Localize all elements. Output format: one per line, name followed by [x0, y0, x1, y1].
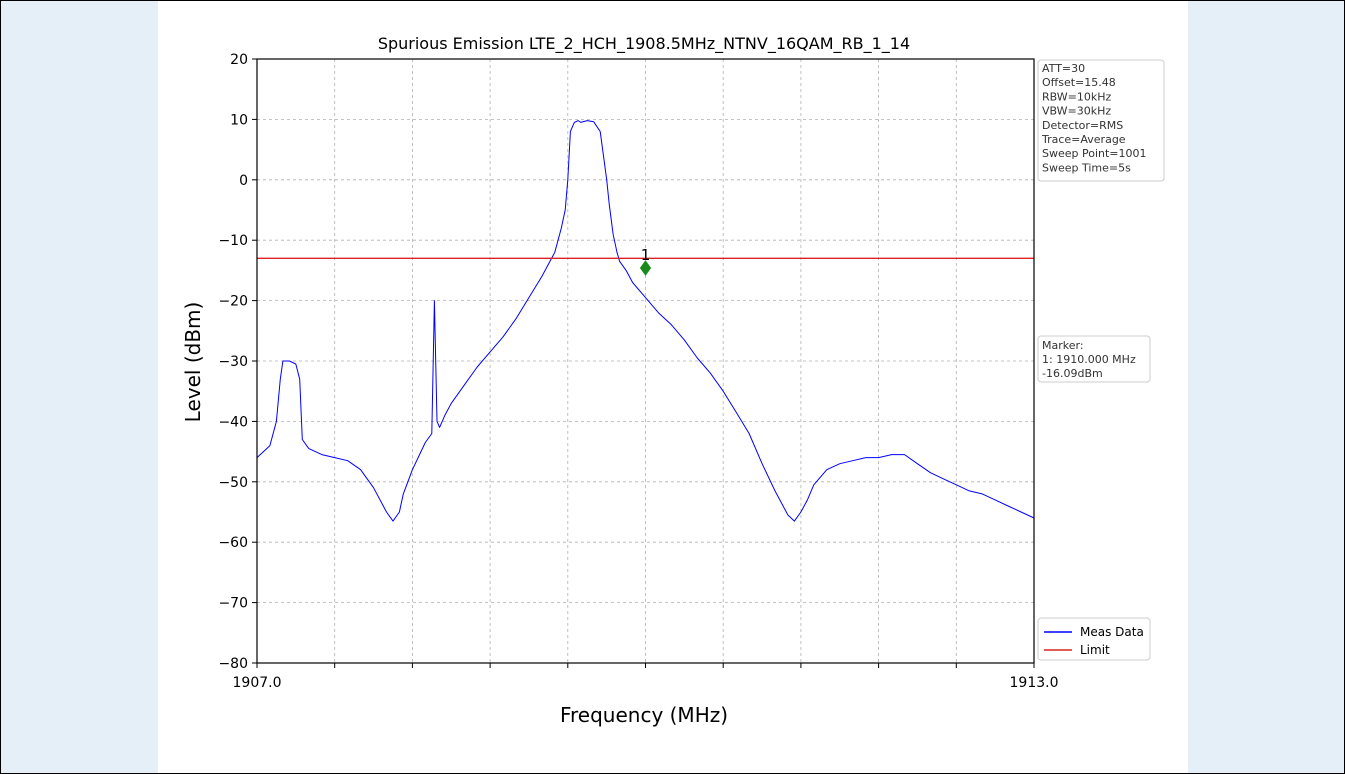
y-tick-label: 10: [230, 112, 248, 128]
x-axis-label: Frequency (MHz): [560, 703, 728, 727]
settings-line: Offset=15.48: [1042, 76, 1116, 89]
marker-label: 1: [641, 246, 651, 264]
grid-layer: [257, 59, 1034, 663]
axes-layer: 20 10 0 −10 −20 −30 −40 −50 −60 −70 −80 1907.0 1913.…: [218, 52, 1058, 691]
marker-point: [639, 260, 652, 276]
settings-line: RBW=10kHz: [1042, 90, 1112, 103]
settings-line: Sweep Point=1001: [1042, 147, 1147, 160]
x-tick-label: 1907.0: [233, 675, 282, 691]
y-tick-label: −10: [218, 233, 248, 249]
chart-title: Spurious Emission LTE_2_HCH_1908.5MHz_NT…: [378, 34, 910, 54]
y-tick-label: −50: [218, 475, 248, 491]
legend: Meas Data Limit: [1037, 617, 1151, 661]
y-tick-label: −70: [218, 596, 248, 612]
marker-info-line: -16.09dBm: [1042, 367, 1103, 380]
series-layer: 1: [256, 120, 1035, 522]
marker-info-line: 1: 1910.000 MHz: [1042, 353, 1136, 366]
plot-frame: [256, 58, 1035, 664]
y-tick-label: −40: [218, 414, 248, 430]
settings-line: ATT=30: [1042, 62, 1085, 75]
marker-info-line: Marker:: [1042, 339, 1084, 352]
legend-label: Meas Data: [1080, 625, 1144, 639]
y-axis-label: Level (dBm): [181, 302, 205, 423]
marker-box: Marker:1: 1910.000 MHz -16.09dBm: [1037, 335, 1151, 383]
settings-line: Trace=Average: [1041, 133, 1126, 146]
settings-line: Detector=RMS: [1042, 119, 1123, 132]
y-tick-label: −30: [218, 354, 248, 370]
y-tick-label: 0: [239, 173, 248, 189]
settings-line: VBW=30kHz: [1042, 105, 1111, 118]
y-tick-label: −60: [218, 535, 248, 551]
y-tick-label: 20: [230, 52, 248, 68]
x-tick-label: 1913.0: [1010, 675, 1059, 691]
y-tick-label: −80: [218, 656, 248, 672]
meas-data-line: [256, 120, 1035, 522]
settings-line: Sweep Time=5s: [1042, 161, 1131, 174]
legend-label: Limit: [1080, 643, 1110, 657]
y-tick-label: −20: [218, 294, 248, 310]
